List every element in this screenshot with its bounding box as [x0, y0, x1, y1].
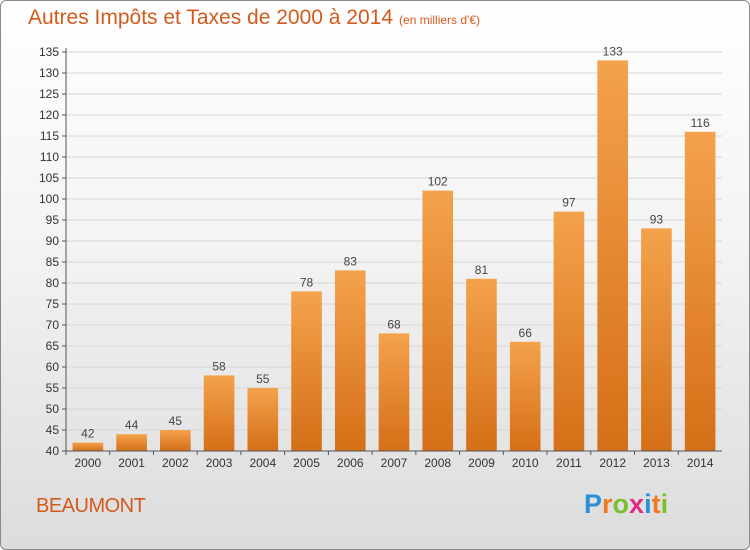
y-tick-label: 95: [46, 213, 60, 227]
y-axis: 40 45 50 55 60 65 70 75 80 85 90 95 100 105 110 115 120 1…: [39, 45, 67, 458]
chart-unit: (en milliers d'€): [399, 13, 481, 27]
x-tick-label-2001: 2001: [118, 456, 145, 470]
data-label-2011: 97: [562, 196, 576, 210]
y-tick-label: 115: [40, 129, 59, 143]
y-tick-label: 65: [46, 339, 60, 353]
y-tick-label: 105: [39, 171, 59, 185]
bar-2000: [72, 442, 104, 451]
x-tick-label-2014: 2014: [687, 456, 714, 470]
x-tick-label-2011: 2011: [556, 456, 582, 470]
bar-2012: [597, 60, 628, 452]
y-tick-label: 85: [46, 255, 60, 269]
x-tick-label-2003: 2003: [206, 456, 233, 470]
bar-2010: [509, 341, 541, 451]
chart-title: Autres Impôts et Taxes de 2000 à 2014 (en…: [28, 6, 480, 30]
y-tick-label: 110: [40, 150, 59, 164]
y-tick-label: 40: [46, 444, 60, 458]
x-tick-label-2010: 2010: [512, 456, 539, 470]
data-label-2006: 83: [344, 254, 358, 268]
data-label-2008: 102: [428, 175, 448, 189]
logo-letter: o: [612, 489, 630, 519]
x-tick-label-2005: 2005: [293, 456, 320, 470]
x-tick-label-2006: 2006: [337, 456, 364, 470]
data-label-2012: 133: [603, 44, 623, 58]
x-tick-label-2007: 2007: [381, 456, 408, 470]
bar-2005: [291, 291, 322, 451]
y-tick-label: 70: [46, 318, 60, 332]
data-label-2009: 81: [475, 263, 489, 277]
x-axis: 2000 2001 2002 2003 2004 2005 2006 2007 2008 2009…: [65, 450, 722, 470]
y-tick-label: 60: [46, 360, 60, 374]
y-tick-label: 90: [46, 234, 60, 248]
logo-letter: x: [629, 489, 645, 519]
y-tick-label: 120: [39, 108, 59, 122]
data-label-2014: 116: [691, 116, 710, 130]
x-tick-label-2009: 2009: [468, 456, 495, 470]
logo-letter: i: [644, 489, 652, 519]
y-tick-label: 135: [39, 45, 59, 59]
y-tick-label: 80: [46, 276, 60, 290]
x-tick-label-2004: 2004: [249, 456, 276, 470]
y-tick-label: 50: [46, 402, 60, 416]
y-tick-label: 75: [46, 297, 60, 311]
data-label-2013: 93: [650, 212, 664, 226]
data-label-2002: 45: [169, 414, 183, 428]
data-label-2001: 44: [125, 418, 139, 432]
x-tick-label-2002: 2002: [162, 456, 189, 470]
bar-2006: [334, 270, 366, 451]
chart-title-text: Autres Impôts et Taxes de 2000 à 2014: [28, 6, 394, 29]
y-tick-label: 45: [46, 423, 60, 437]
proxiti-logo[interactable]: Proxiti: [584, 489, 668, 520]
logo-letter: t: [651, 489, 661, 519]
bar-2008: [422, 190, 454, 451]
data-label-2007: 68: [387, 317, 401, 331]
y-tick-label: 125: [39, 87, 59, 101]
bar-2011: [553, 211, 585, 451]
town-name: BEAUMONT: [36, 495, 146, 517]
logo-letter: i: [660, 489, 669, 519]
y-tick-label: 55: [46, 381, 60, 395]
data-label-2004: 55: [256, 372, 270, 386]
logo-letter: P: [584, 489, 603, 519]
bar-2014: [684, 131, 716, 452]
x-tick-label-2000: 2000: [75, 456, 102, 470]
logo-letter: r: [602, 489, 613, 519]
bar-2007: [378, 333, 410, 451]
bar-2002: [160, 430, 191, 451]
bar-2013: [641, 228, 672, 451]
bars: 42 44 45 58 55 78 83 68 102 81 66 97 133 93 116: [72, 44, 716, 452]
bar-2003: [203, 375, 235, 451]
data-label-2010: 66: [519, 326, 533, 340]
x-tick-label-2013: 2013: [643, 456, 670, 470]
x-tick-label-2008: 2008: [424, 456, 451, 470]
bar-2009: [466, 278, 497, 451]
bar-2004: [247, 388, 279, 451]
data-label-2005: 78: [300, 275, 314, 289]
data-label-2000: 42: [81, 427, 95, 441]
y-tick-label: 100: [39, 192, 59, 206]
x-tick-label-2012: 2012: [599, 456, 626, 470]
bar-2001: [116, 434, 147, 451]
y-tick-label: 130: [39, 66, 59, 80]
data-label-2003: 58: [212, 359, 226, 373]
